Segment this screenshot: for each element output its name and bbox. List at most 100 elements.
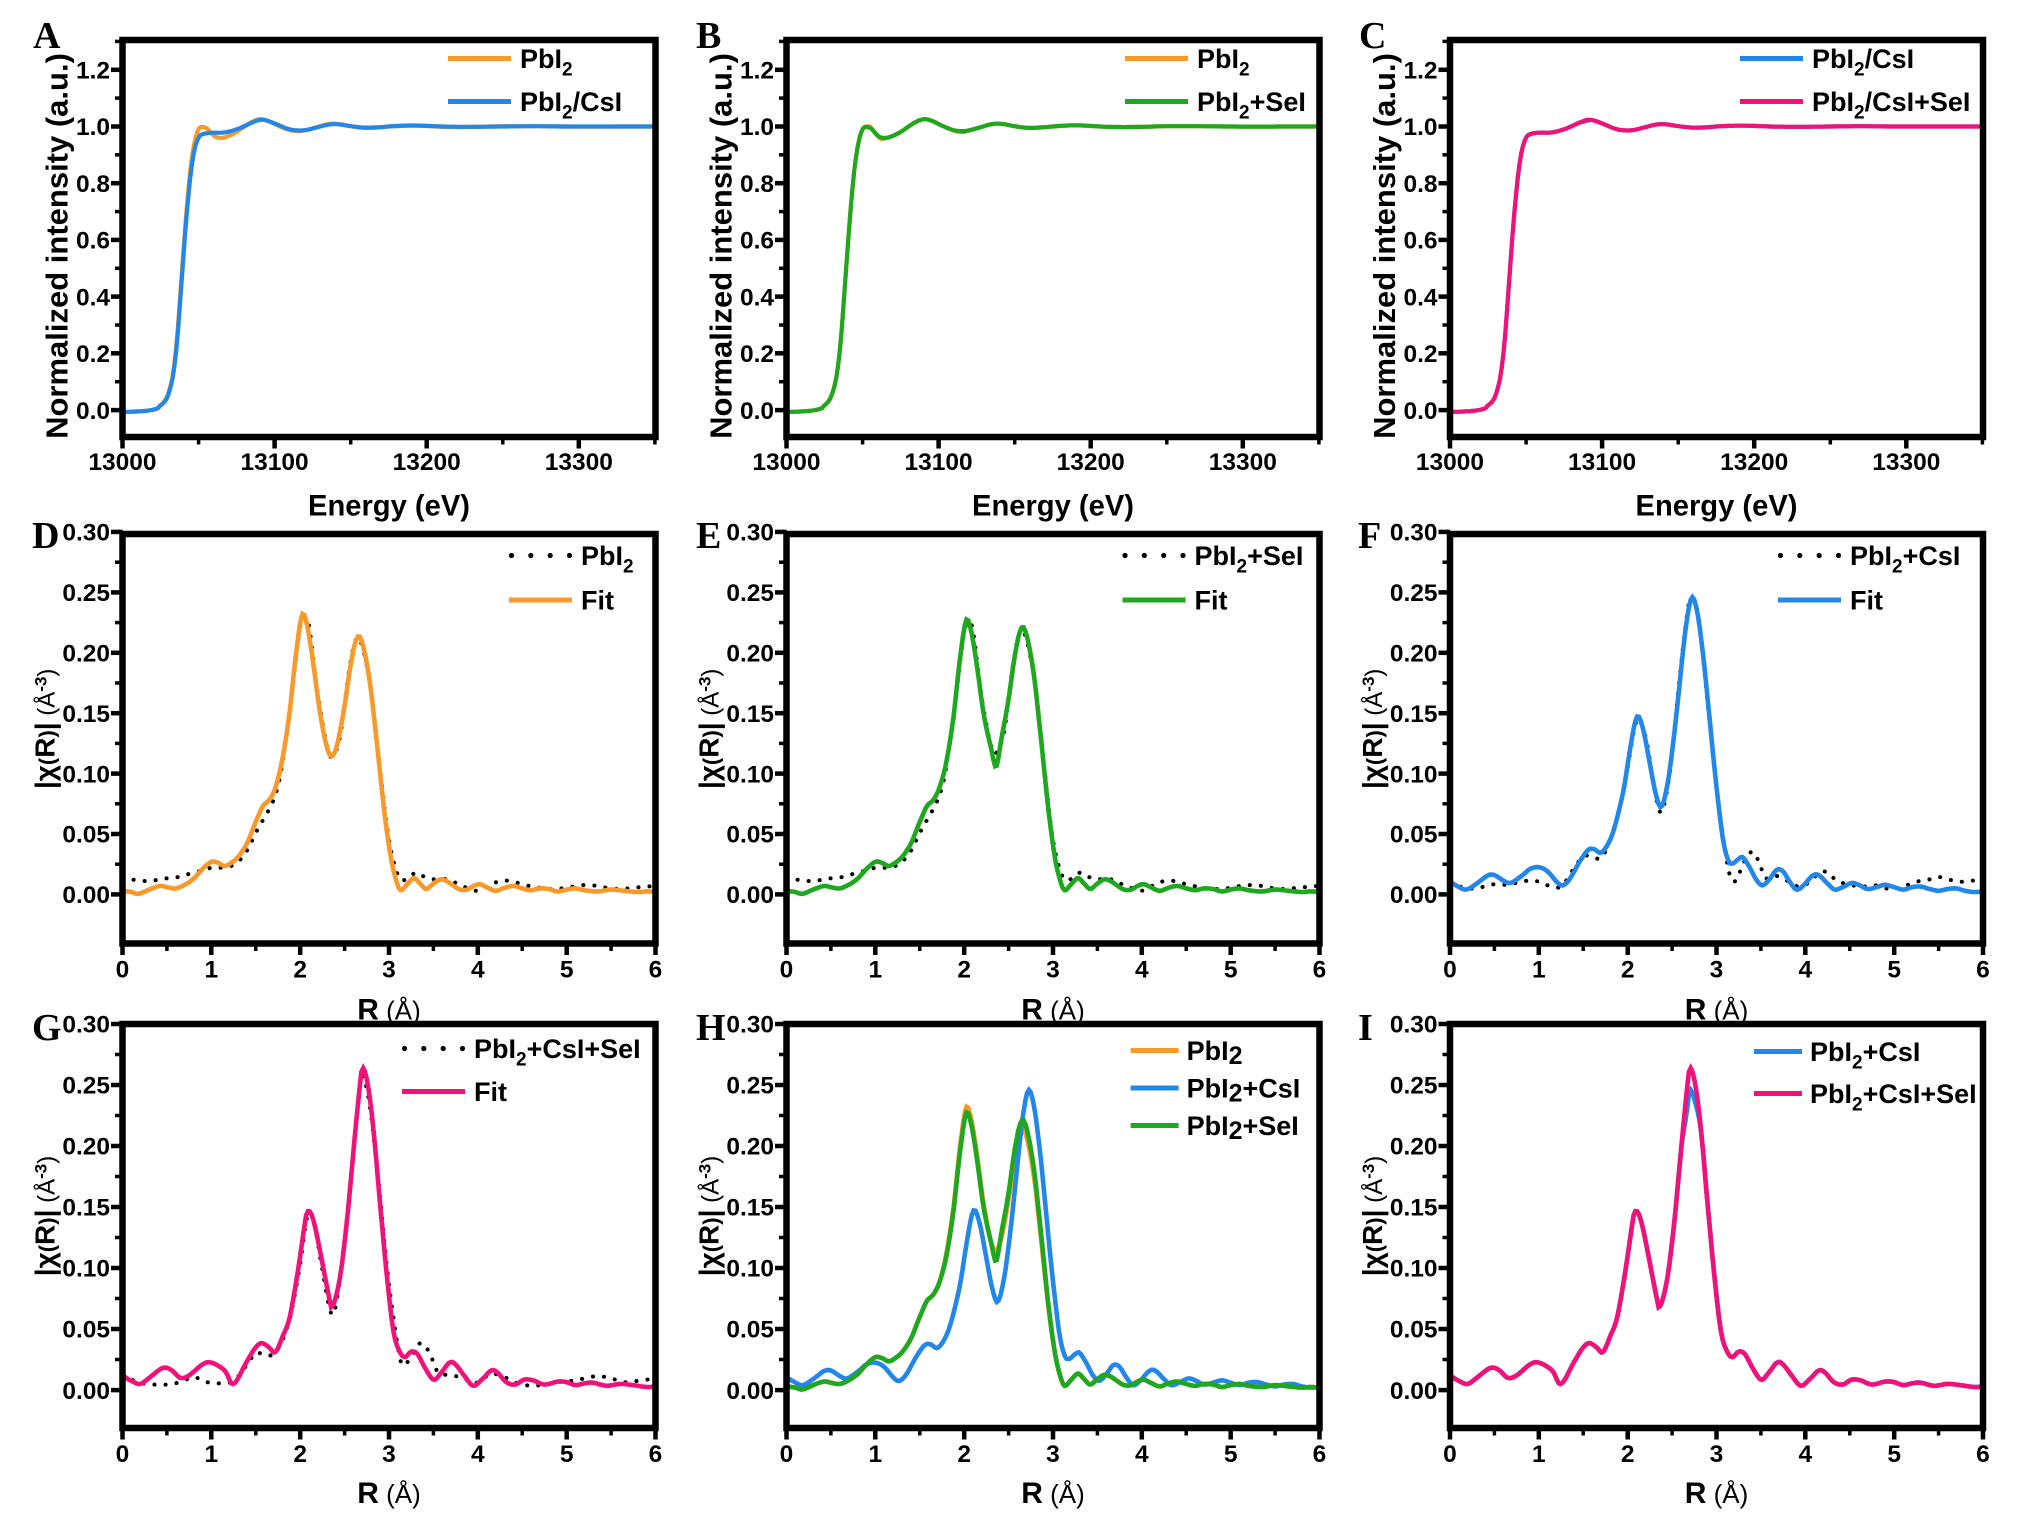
svg-text:1.2: 1.2 [1403, 58, 1437, 85]
svg-text:0.20: 0.20 [62, 1134, 110, 1161]
svg-text:0: 0 [1443, 957, 1457, 984]
svg-text:0.8: 0.8 [1403, 171, 1437, 198]
svg-text:Normalized intensity (a.u.): Normalized intensity (a.u.) [704, 53, 739, 439]
svg-text:0.00: 0.00 [726, 882, 774, 909]
svg-text:0.2: 0.2 [76, 341, 110, 368]
svg-text:PbI2: PbI2 [520, 44, 573, 81]
svg-text:0.00: 0.00 [62, 882, 110, 909]
svg-text:0.30: 0.30 [726, 520, 774, 547]
svg-text:R (Å): R (Å) [357, 994, 421, 1027]
svg-text:1.0: 1.0 [76, 114, 110, 141]
svg-text:0.15: 0.15 [726, 1195, 774, 1222]
svg-text:0.10: 0.10 [62, 1256, 110, 1283]
svg-text:13100: 13100 [241, 449, 309, 476]
svg-text:5: 5 [1224, 957, 1238, 984]
svg-text:0: 0 [780, 1441, 794, 1468]
svg-text:3: 3 [1046, 1441, 1060, 1468]
svg-text:PbI2/CsI: PbI2/CsI [520, 87, 622, 124]
svg-text:2: 2 [293, 957, 307, 984]
svg-text:0.4: 0.4 [1403, 284, 1437, 311]
svg-text:0.05: 0.05 [1390, 1317, 1438, 1344]
svg-text:5: 5 [1887, 1441, 1901, 1468]
svg-text:I: I [1358, 1007, 1373, 1049]
svg-text:5: 5 [560, 1441, 574, 1468]
svg-text:3: 3 [382, 1441, 396, 1468]
svg-text:1: 1 [868, 957, 882, 984]
svg-text:Fit: Fit [474, 1077, 507, 1107]
svg-text:PbI2+CsI: PbI2+CsI [1187, 1074, 1301, 1108]
svg-text:PbI2+SeI: PbI2+SeI [1187, 1111, 1299, 1145]
svg-text:Fit: Fit [1850, 586, 1883, 616]
svg-text:0.00: 0.00 [726, 1378, 774, 1405]
svg-text:0: 0 [1443, 1441, 1457, 1468]
svg-text:5: 5 [1887, 957, 1901, 984]
svg-text:0.25: 0.25 [1390, 1073, 1438, 1100]
svg-text:0.05: 0.05 [726, 822, 774, 849]
svg-text:0.15: 0.15 [1390, 1195, 1438, 1222]
svg-text:0.25: 0.25 [726, 1073, 774, 1100]
svg-text:0.0: 0.0 [1403, 398, 1437, 425]
svg-text:0.10: 0.10 [1390, 1256, 1438, 1283]
svg-text:0.6: 0.6 [1403, 228, 1437, 255]
svg-text:4: 4 [1135, 1441, 1149, 1468]
svg-text:2: 2 [957, 957, 971, 984]
svg-text:0.15: 0.15 [1390, 701, 1438, 728]
svg-text:Normalized intensity (a.u.): Normalized intensity (a.u.) [40, 53, 75, 439]
svg-text:PbI2/CsI: PbI2/CsI [1812, 44, 1914, 81]
svg-text:PbI2+CsI: PbI2+CsI [1850, 541, 1960, 578]
svg-text:0.20: 0.20 [726, 641, 774, 668]
svg-text:1: 1 [1532, 957, 1546, 984]
svg-text:0.4: 0.4 [740, 284, 774, 311]
svg-text:3: 3 [1710, 957, 1724, 984]
svg-text:A: A [33, 15, 61, 57]
svg-text:0.15: 0.15 [62, 1195, 110, 1222]
svg-text:Fit: Fit [1195, 586, 1228, 616]
svg-text:4: 4 [1798, 957, 1812, 984]
svg-text:B: B [696, 15, 721, 57]
svg-text:0.25: 0.25 [62, 1073, 110, 1100]
svg-text:Energy (eV): Energy (eV) [972, 490, 1134, 523]
svg-text:6: 6 [1976, 1441, 1990, 1468]
svg-text:PbI2+SeI: PbI2+SeI [1195, 541, 1304, 578]
svg-text:2: 2 [1621, 957, 1635, 984]
svg-text:0.00: 0.00 [62, 1378, 110, 1405]
svg-text:6: 6 [1976, 957, 1990, 984]
svg-text:4: 4 [1135, 957, 1149, 984]
svg-text:1: 1 [868, 1441, 882, 1468]
svg-text:PbI2+CsI+SeI: PbI2+CsI+SeI [1810, 1079, 1977, 1116]
svg-text:2: 2 [957, 1441, 971, 1468]
svg-text:13100: 13100 [1568, 449, 1636, 476]
svg-text:R (Å): R (Å) [1021, 1477, 1085, 1510]
svg-text:6: 6 [649, 957, 663, 984]
svg-text:6: 6 [649, 1441, 663, 1468]
svg-text:13200: 13200 [1720, 449, 1788, 476]
svg-text:1: 1 [1532, 1441, 1546, 1468]
svg-text:PbI2/CsI+SeI: PbI2/CsI+SeI [1812, 87, 1970, 124]
svg-text:13200: 13200 [393, 449, 461, 476]
svg-text:0.2: 0.2 [740, 341, 774, 368]
svg-text:0.8: 0.8 [76, 171, 110, 198]
svg-text:3: 3 [382, 957, 396, 984]
svg-text:1.0: 1.0 [740, 114, 774, 141]
svg-text:6: 6 [1313, 957, 1327, 984]
svg-text:0.20: 0.20 [1390, 641, 1438, 668]
svg-text:PbI2+SeI: PbI2+SeI [1197, 87, 1306, 124]
svg-text:0.2: 0.2 [1403, 341, 1437, 368]
svg-text:0.20: 0.20 [62, 641, 110, 668]
svg-text:0.10: 0.10 [62, 761, 110, 788]
svg-text:0.8: 0.8 [740, 171, 774, 198]
svg-text:0.4: 0.4 [76, 284, 110, 311]
svg-text:0.25: 0.25 [1390, 580, 1438, 607]
svg-text:0: 0 [116, 957, 130, 984]
svg-text:13300: 13300 [545, 449, 613, 476]
svg-text:0.25: 0.25 [62, 580, 110, 607]
svg-text:0.00: 0.00 [1390, 882, 1438, 909]
svg-text:F: F [1358, 515, 1381, 557]
svg-text:4: 4 [471, 1441, 485, 1468]
svg-text:13100: 13100 [905, 449, 973, 476]
svg-text:1.2: 1.2 [740, 58, 774, 85]
svg-text:2: 2 [1621, 1441, 1635, 1468]
svg-text:0.10: 0.10 [726, 761, 774, 788]
svg-text:Normalized intensity (a.u.): Normalized intensity (a.u.) [1367, 53, 1402, 439]
svg-text:PbI2: PbI2 [1187, 1036, 1243, 1070]
